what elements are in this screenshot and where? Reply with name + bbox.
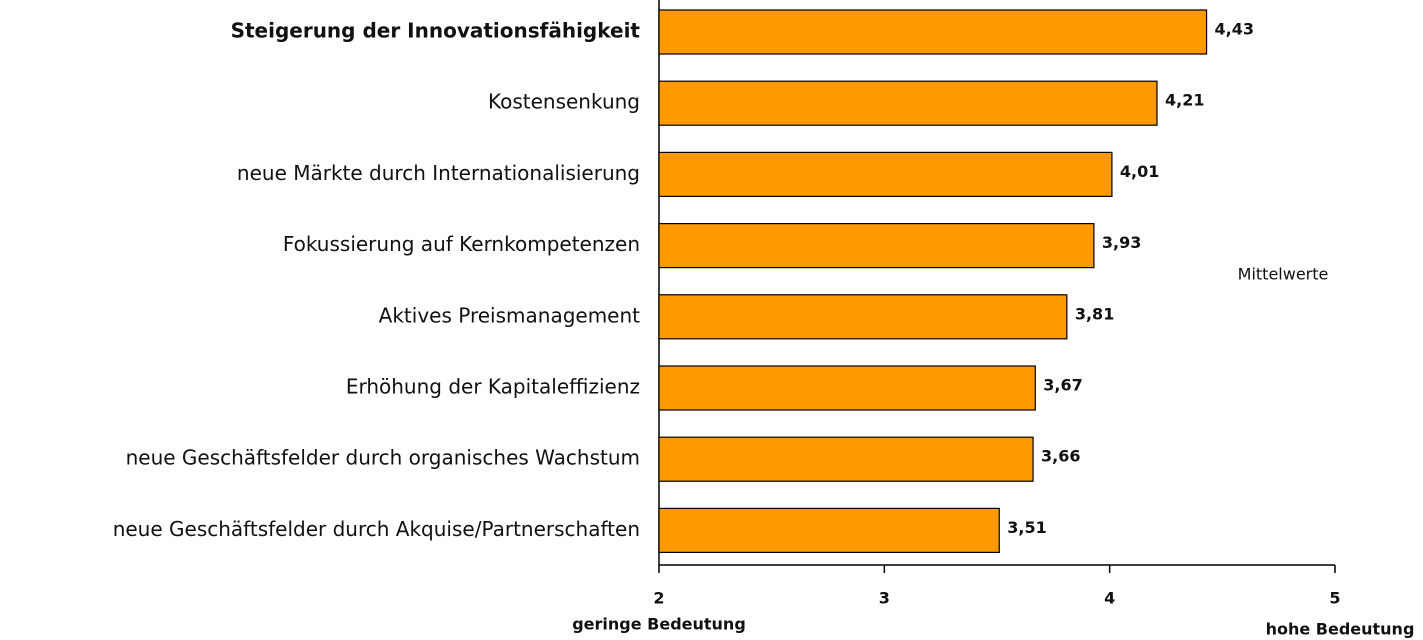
bar — [658, 80, 1158, 126]
value-label: 3,81 — [1075, 304, 1114, 323]
category-label: neue Geschäftsfelder durch organisches W… — [126, 446, 640, 470]
category-label: neue Märkte durch Internationalisierung — [237, 161, 640, 185]
x-tick-label: 2 — [653, 589, 664, 608]
x-tick-label: 5 — [1329, 589, 1340, 608]
bar — [658, 151, 1113, 197]
x-axis-label-low: geringe Bedeutung — [572, 615, 746, 634]
bar — [658, 507, 1000, 553]
category-label: Aktives Preismanagement — [379, 303, 640, 327]
value-label: 4,01 — [1120, 162, 1159, 181]
value-label: 3,93 — [1102, 233, 1141, 252]
category-label: Erhöhung der Kapitaleffizienz — [346, 375, 640, 399]
category-label: Kostensenkung — [488, 90, 640, 114]
x-tick-label: 3 — [879, 589, 890, 608]
bar — [658, 223, 1095, 269]
value-label: 4,43 — [1215, 20, 1254, 39]
value-label: 3,51 — [1007, 518, 1046, 537]
category-label: neue Geschäftsfelder durch Akquise/Partn… — [113, 517, 640, 541]
category-label: Steigerung der Innovationsfähigkeit — [231, 19, 641, 43]
bar — [658, 9, 1208, 55]
annotation: Mittelwerte — [1238, 265, 1329, 284]
bar — [658, 294, 1068, 340]
category-label: Fokussierung auf Kernkompetenzen — [283, 232, 640, 256]
value-label: 4,21 — [1165, 91, 1204, 110]
value-label: 3,67 — [1043, 376, 1082, 395]
bar — [658, 436, 1034, 482]
value-label: 3,66 — [1041, 447, 1080, 466]
bar — [658, 365, 1036, 411]
x-tick-label: 4 — [1104, 589, 1115, 608]
x-axis-label-high: hohe Bedeutung — [1266, 620, 1415, 639]
